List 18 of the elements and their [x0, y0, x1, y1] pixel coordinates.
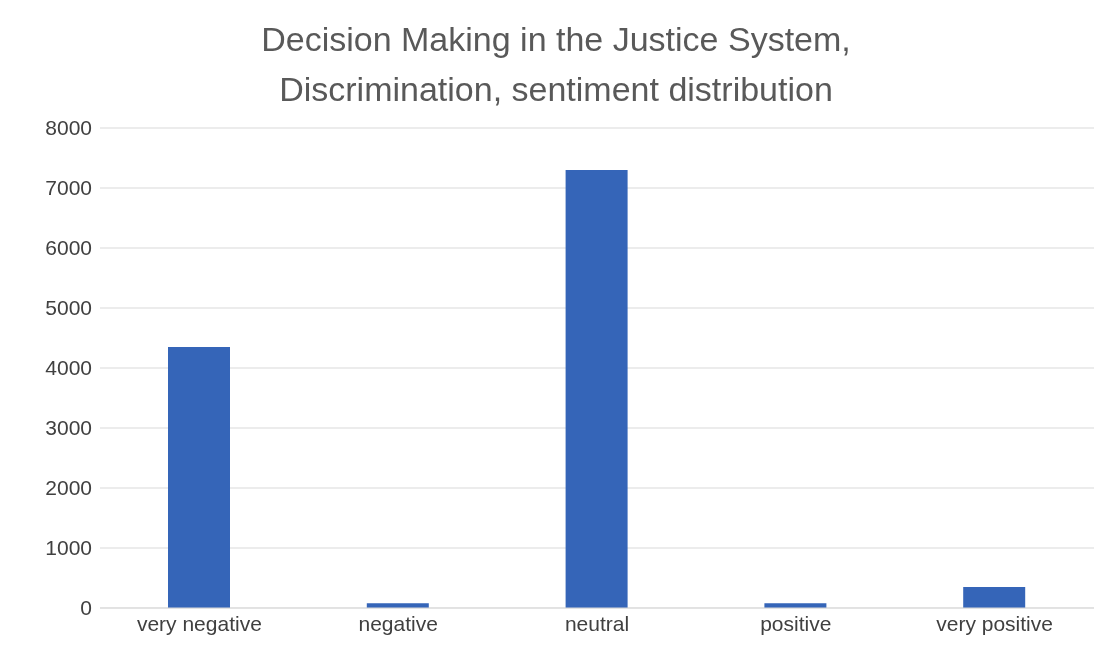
y-tick-label: 7000 [45, 176, 92, 200]
bar [168, 347, 230, 608]
y-tick-label: 5000 [45, 296, 92, 320]
y-tick-label: 1000 [45, 536, 92, 560]
bar [963, 587, 1026, 608]
y-tick-label: 8000 [45, 116, 92, 140]
y-tick-label: 6000 [45, 236, 92, 260]
x-tick-label: very positive [936, 611, 1053, 635]
x-tick-label: positive [760, 611, 832, 635]
y-tick-label: 0 [80, 596, 92, 620]
bar [565, 170, 628, 608]
y-tick-label: 4000 [45, 356, 92, 380]
y-tick-label: 3000 [45, 416, 92, 440]
x-tick-label: negative [358, 611, 438, 635]
x-tick-label: neutral [564, 611, 630, 635]
chart-title: Decision Making in the Justice System, Discrimination, sentiment distribution [260, 19, 852, 110]
y-tick-label: 2000 [45, 476, 92, 500]
x-tick-label: very negative [136, 611, 262, 635]
